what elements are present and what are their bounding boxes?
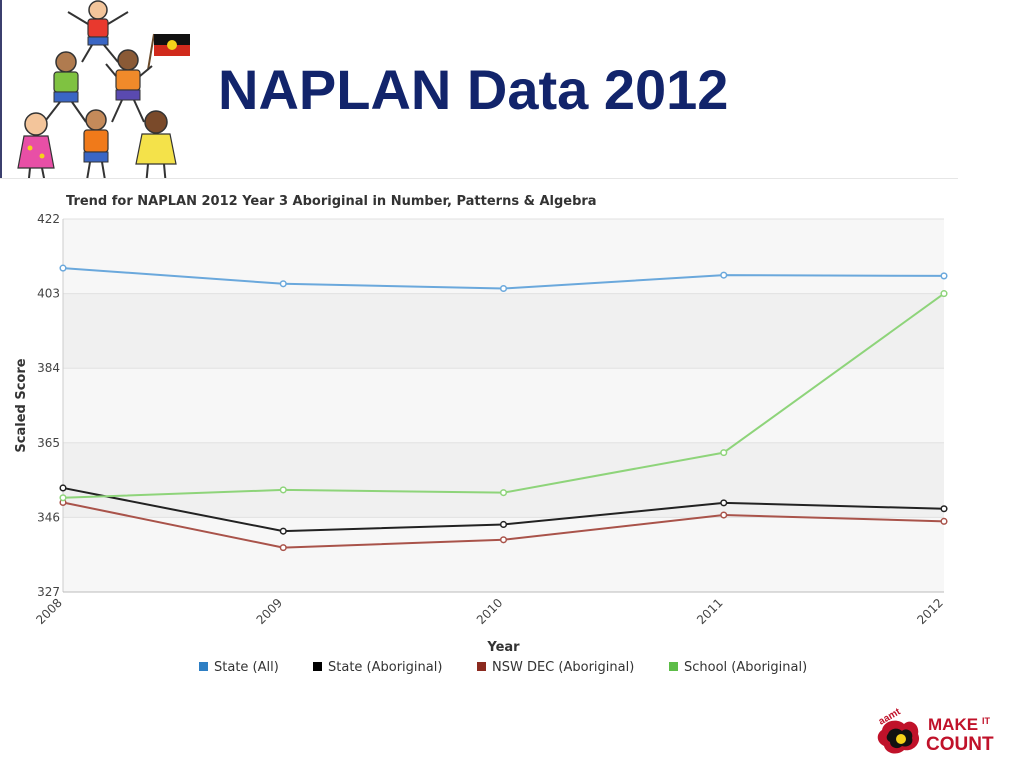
grid-band [63,517,944,592]
x-tick-label: 2009 [254,596,285,627]
data-point [720,271,728,279]
data-point [59,494,67,502]
legend-swatch [313,662,322,671]
grid-band [63,368,944,443]
data-point [940,505,948,513]
x-tick-label: 2012 [914,596,945,627]
chart-text: 327 346 365 384 403 422 2008 2009 2010 2011 2012 Tr… [14,194,946,655]
y-tick-label: 422 [37,212,60,226]
logo-line1-small: IT [982,716,991,726]
children-pyramid-illustration [17,0,190,189]
grid-band [63,219,944,294]
legend-swatch [669,662,678,671]
legend-swatch [199,662,208,671]
chart-title: Trend for NAPLAN 2012 Year 3 Aboriginal … [66,194,597,209]
y-tick-label: 384 [37,361,60,375]
data-point [720,449,728,457]
y-tick-label: 327 [37,585,60,599]
y-tick-label: 365 [37,436,60,450]
chart-panel: 327 346 365 384 403 422 2008 2009 2010 2011 2012 Tr… [0,178,958,699]
data-point [940,290,948,298]
data-point [940,517,948,525]
y-tick-label: 403 [37,287,60,301]
child-bottom-center-figure [83,109,109,187]
x-tick-label: 2010 [474,596,505,627]
child-middle-right-figure [105,49,153,123]
child-bottom-right-figure [135,110,177,187]
data-point [59,484,67,492]
data-point [59,264,67,272]
aboriginal-flag-icon [147,33,190,71]
legend-label: State (Aboriginal) [328,660,442,675]
child-top-figure [67,0,129,63]
data-point [940,272,948,280]
data-point [720,511,728,519]
chart-series [59,264,948,552]
data-point [499,489,508,497]
data-point [720,499,728,507]
legend-swatch [477,662,486,671]
data-point [499,520,508,529]
slide-title: NAPLAN Data 2012 [218,58,729,121]
child-middle-left-figure [45,51,87,123]
data-point [279,486,287,494]
logo-line2: COUNT [926,734,994,755]
legend-label: NSW DEC (Aboriginal) [492,660,634,675]
logo-line1: MAKE [928,715,978,734]
chart-legend: State (All) State (Aboriginal) NSW DEC (Ab… [199,660,807,675]
data-point [279,280,287,288]
legend-label: School (Aboriginal) [684,660,807,675]
data-point [279,527,287,535]
line-chart: 327 346 365 384 403 422 2008 2009 2010 2011 2012 Tr… [14,194,948,675]
x-axis-title: Year [486,640,520,655]
data-point [499,284,508,293]
data-point [279,544,287,552]
y-tick-label: 346 [37,510,60,524]
make-it-count-logo: aamt MAKE IT COUNT [877,708,994,755]
y-axis-title: Scaled Score [14,358,29,452]
child-bottom-left-figure [17,112,55,189]
left-edge-rule [0,0,2,190]
data-point [499,536,508,544]
legend-label: State (All) [214,660,279,675]
x-tick-label: 2008 [33,596,64,627]
grid-band [63,293,944,369]
x-tick-label: 2011 [694,596,725,627]
